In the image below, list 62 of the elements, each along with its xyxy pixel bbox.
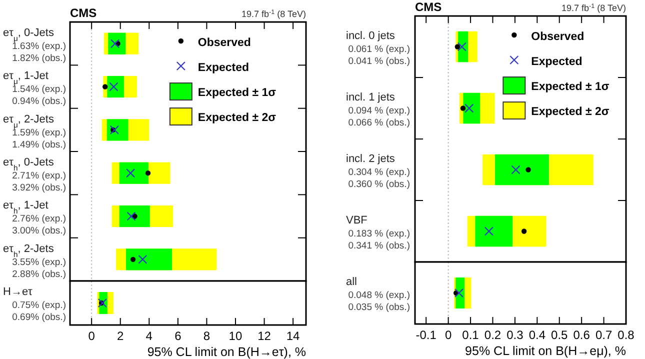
x-axis-title: 95% CL limit on B(H→eμ), % <box>465 344 626 358</box>
bar <box>475 216 513 247</box>
legend-label: Expected ± 2σ <box>531 106 610 118</box>
y-tick-label: all 0.048 % (exp.) 0.035 % (obs.) <box>346 276 410 313</box>
x-tick-label: 6 <box>174 329 182 343</box>
x-tick-label: 2 <box>117 329 124 343</box>
legend-label: Observed <box>531 31 584 43</box>
point <box>145 170 151 176</box>
point <box>460 106 466 111</box>
bar <box>106 119 128 141</box>
x-tick-label: 0.2 <box>484 328 502 342</box>
legend-label: Expected ± 1σ <box>198 87 276 99</box>
chart-title: CMS <box>415 0 442 14</box>
y-tick-label: H→eτ 0.75% (exp.) 0.69% (obs.) <box>3 286 66 323</box>
x-tick-label: 4 <box>146 329 153 343</box>
x-tick-label: 0.7 <box>595 328 612 342</box>
x-tick-label: 14 <box>286 329 300 343</box>
point <box>511 165 520 174</box>
x-tick-label: 0 <box>88 329 96 343</box>
x-tick-label: 0.1 <box>462 328 480 342</box>
legend-label: Observed <box>198 37 251 49</box>
y-tick-label: VBF 0.183 % (exp.) 0.341 % (obs.) <box>346 214 410 252</box>
legend-label: Expected <box>198 62 250 74</box>
x-tick-label: -0.1 <box>416 328 437 342</box>
point <box>138 254 148 264</box>
point <box>102 84 108 90</box>
point <box>526 167 531 172</box>
point <box>454 44 460 50</box>
x-tick-label: 0.4 <box>528 328 546 342</box>
chart-title: CMS <box>70 6 97 20</box>
y-tick-label: incl. 2 jets 0.304 % (exp.) 0.360 % (obs.) <box>346 152 410 190</box>
x-tick-label: 0.3 <box>506 328 524 342</box>
y-tick-label: eτ$_{μ}$, 2-Jets 1.59% (exp.) 1.49% (obs.) <box>3 113 66 150</box>
chart-subtitle: 19.7 fb$^{-1}$ (8 TeV) <box>562 2 626 13</box>
x-tick-label: 12 <box>258 329 272 343</box>
y-tick-label: incl. 1 jets 0.094 % (exp.) 0.066 % (obs.) <box>346 91 410 128</box>
chart-subtitle: 19.7 fb$^{-1}$ (8 TeV) <box>242 8 306 19</box>
bar <box>494 154 549 186</box>
x-tick-label: 0.8 <box>618 328 635 342</box>
y-tick-label: eτ$_{h}$, 1-Jet 2.76% (exp.) 3.00% (obs.) <box>3 200 66 237</box>
x-tick-label: 8 <box>203 329 210 343</box>
bar <box>463 92 480 124</box>
bar <box>108 32 126 54</box>
bar <box>126 248 172 270</box>
legend-label: Expected ± 2σ <box>198 112 276 124</box>
x-tick-label: 0.5 <box>551 328 568 342</box>
y-tick-label: eτ$_{h}$, 0-Jets 2.71% (exp.) 3.92% (obs.) <box>3 156 66 194</box>
y-tick-label: eτ$_{μ}$, 1-Jet 1.54% (exp.) 0.94% (obs.) <box>3 70 66 108</box>
point <box>130 256 136 262</box>
x-tick-label: 10 <box>228 329 242 343</box>
y-tick-label: eτ$_{h}$, 2-Jets 3.55% (exp.) 2.88% (obs.) <box>3 242 66 280</box>
x-tick-label: 0 <box>444 328 452 342</box>
bar <box>119 205 150 228</box>
y-tick-label: incl. 0 jets 0.061 % (exp.) 0.041 % (obs.) <box>346 30 410 67</box>
bar <box>107 76 124 98</box>
bar <box>119 162 148 184</box>
x-tick-label: 0.6 <box>573 328 590 342</box>
y-tick-label: eτ$_{μ}$, 0-Jets 1.63% (exp.) 1.82% (obs.) <box>3 27 66 64</box>
legend-label: Expected <box>531 56 582 68</box>
legend-label: Expected ± 1σ <box>531 81 610 93</box>
point <box>521 228 527 234</box>
x-axis-title: 95% CL limit on B(H→eτ), % <box>147 345 306 359</box>
